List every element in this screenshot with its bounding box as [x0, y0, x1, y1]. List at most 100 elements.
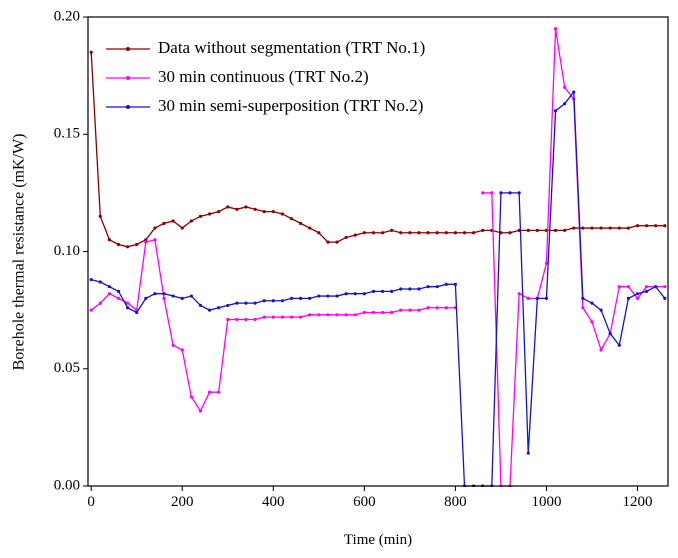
- point: [590, 226, 594, 230]
- point: [98, 214, 102, 218]
- point: [271, 315, 275, 319]
- point: [244, 317, 248, 322]
- point: [317, 313, 321, 317]
- point: [617, 226, 621, 230]
- point: [135, 242, 139, 247]
- point: [226, 303, 230, 308]
- point: [663, 285, 667, 289]
- point: [253, 301, 257, 305]
- point: [663, 296, 667, 300]
- point: [654, 285, 658, 289]
- point: [572, 90, 576, 94]
- point: [599, 308, 603, 312]
- point: [189, 219, 193, 223]
- point: [435, 306, 439, 310]
- series-line: [90, 52, 665, 248]
- legend-marker: [126, 47, 130, 51]
- point: [635, 292, 640, 296]
- point: [89, 278, 93, 282]
- point: [635, 224, 640, 228]
- point: [399, 287, 403, 291]
- point: [207, 212, 212, 216]
- point: [390, 310, 394, 315]
- point: [435, 231, 439, 235]
- point: [399, 308, 403, 312]
- point: [180, 226, 184, 230]
- point: [171, 343, 175, 347]
- point: [189, 395, 193, 399]
- point: [353, 313, 357, 317]
- point: [98, 280, 102, 284]
- point: [362, 310, 366, 315]
- point: [399, 231, 403, 235]
- point: [599, 226, 603, 230]
- x-tick-label: 600: [353, 494, 376, 510]
- point: [526, 228, 530, 232]
- point: [335, 313, 339, 317]
- point: [289, 217, 294, 221]
- point: [380, 289, 385, 293]
- x-tick-label: 1000: [531, 494, 561, 510]
- point: [116, 242, 121, 247]
- point: [645, 289, 649, 293]
- point: [408, 231, 412, 235]
- y-tick-label: 0.05: [54, 360, 80, 376]
- series-line: [91, 90, 666, 487]
- point: [371, 310, 376, 315]
- point: [335, 240, 339, 244]
- point: [262, 299, 266, 303]
- point: [153, 292, 157, 296]
- point: [617, 343, 621, 347]
- point: [481, 191, 485, 195]
- point: [535, 296, 539, 300]
- point: [299, 221, 303, 225]
- point: [144, 296, 148, 300]
- point: [116, 296, 121, 300]
- point: [426, 285, 430, 289]
- point: [453, 231, 457, 235]
- x-tick-label: 200: [171, 494, 194, 510]
- point: [116, 289, 121, 293]
- point: [408, 287, 412, 291]
- point: [526, 451, 530, 455]
- point: [198, 214, 203, 218]
- point: [89, 50, 93, 54]
- plot-frame: [87, 16, 669, 487]
- point: [126, 245, 130, 249]
- point: [572, 226, 576, 230]
- legend-label: Data without segmentation (TRT No.1): [158, 38, 425, 57]
- point: [453, 282, 457, 286]
- point: [590, 301, 594, 305]
- point: [262, 210, 266, 214]
- point: [253, 317, 257, 322]
- point: [380, 310, 385, 315]
- y-tick-label: 0.15: [54, 126, 80, 142]
- point: [581, 296, 585, 300]
- point: [144, 238, 148, 242]
- point: [426, 306, 430, 310]
- point: [308, 226, 312, 230]
- point: [235, 301, 239, 305]
- point: [235, 317, 239, 322]
- point: [289, 315, 294, 319]
- point: [563, 85, 567, 89]
- point: [444, 306, 448, 310]
- point: [599, 348, 603, 352]
- point: [280, 299, 284, 303]
- point: [98, 301, 102, 305]
- point: [353, 292, 357, 296]
- point: [326, 240, 330, 244]
- point: [226, 205, 230, 209]
- point: [253, 207, 257, 211]
- point: [408, 308, 412, 312]
- point: [217, 390, 221, 394]
- point: [308, 313, 312, 317]
- point: [526, 296, 530, 300]
- point: [280, 315, 284, 319]
- point: [362, 292, 366, 296]
- point: [244, 301, 248, 305]
- point: [335, 294, 339, 298]
- point: [417, 231, 421, 235]
- point: [317, 231, 321, 235]
